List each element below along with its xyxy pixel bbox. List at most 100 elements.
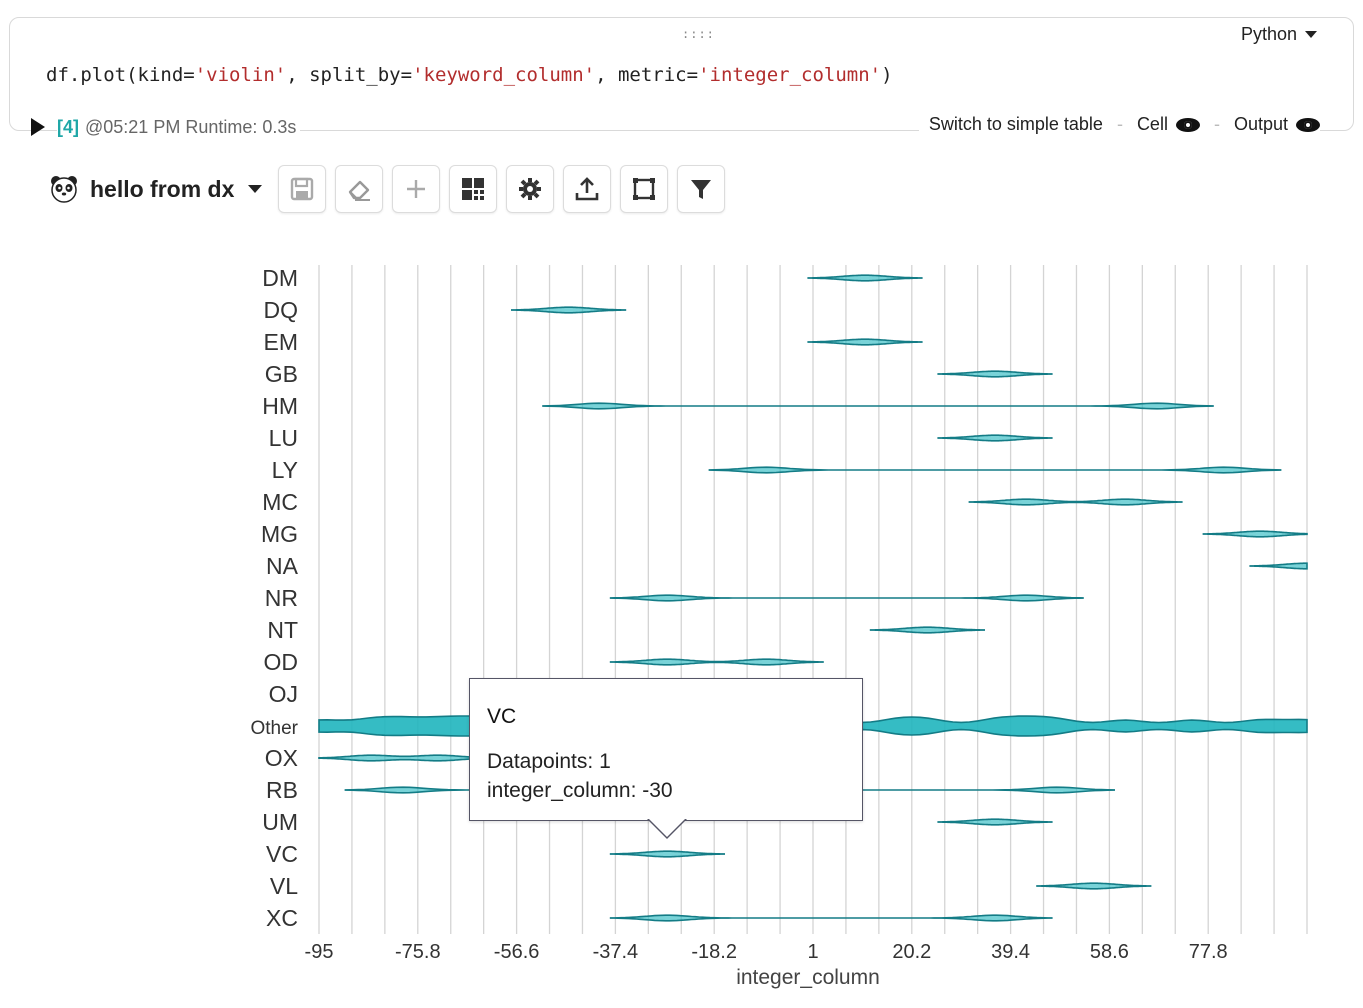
gear-icon	[519, 178, 542, 200]
violin-na	[1249, 562, 1308, 570]
cell-label: Cell	[1136, 114, 1168, 134]
output-visibility-toggle[interactable]: Output	[1234, 114, 1320, 135]
y-tick-label: NA	[266, 553, 299, 579]
save-icon	[291, 177, 314, 201]
violin-xc	[609, 914, 1053, 922]
eye-icon	[1175, 118, 1200, 133]
tooltip-datapoints: Datapoints: 1	[487, 750, 611, 773]
y-tick-label: DM	[262, 265, 298, 291]
clear-button[interactable]	[335, 165, 384, 213]
select-button[interactable]	[620, 165, 669, 213]
filter-button[interactable]	[677, 165, 726, 213]
x-tick-label: -56.6	[494, 941, 540, 963]
settings-button[interactable]	[506, 165, 555, 213]
code-string: 'keyword_column'	[412, 64, 596, 86]
y-tick-label: MG	[261, 521, 298, 547]
output-label: Output	[1233, 114, 1288, 134]
violin-mg	[1202, 530, 1308, 538]
language-label: Python	[1240, 24, 1297, 44]
violin-lu	[937, 434, 1053, 442]
execution-info: @05:21 PM Runtime: 0.3s	[85, 116, 301, 138]
code-cell[interactable]: :::: Python df.plot(kind='violin', split…	[9, 17, 1354, 131]
y-tick-label: NR	[265, 585, 298, 611]
add-button[interactable]	[392, 165, 441, 213]
eraser-icon	[349, 180, 371, 201]
x-axis-title: integer_column	[736, 966, 880, 989]
chart-tooltip: VC Datapoints: 1 integer_column: -30	[469, 678, 863, 839]
violin-gb	[937, 370, 1053, 378]
export-button[interactable]	[563, 165, 612, 213]
y-tick-label: LY	[272, 457, 298, 483]
plus-icon	[407, 180, 426, 198]
y-tick-label: LU	[269, 425, 298, 451]
dx-toolbar: hello from dx	[50, 165, 734, 213]
chevron-down-icon[interactable]	[248, 185, 263, 193]
qr-grid-icon	[462, 178, 485, 200]
violin-ly	[708, 466, 1282, 474]
tooltip-title: VC	[487, 705, 517, 728]
output-controls: Switch to simple table - Cell - Output	[918, 114, 1320, 135]
run-icon[interactable]	[31, 118, 45, 136]
x-tick-label: 77.8	[1189, 941, 1228, 963]
switch-to-simple-table-button[interactable]: Switch to simple table	[928, 114, 1103, 134]
code-string: 'violin'	[194, 64, 287, 86]
crop-icon	[633, 178, 656, 200]
y-tick-label: VC	[266, 841, 298, 867]
y-tick-label: NT	[267, 617, 298, 643]
cell-visibility-toggle[interactable]: Cell	[1137, 114, 1200, 135]
violin-dm	[807, 274, 923, 282]
x-tick-label: -18.2	[691, 941, 737, 963]
x-tick-label: 1	[807, 941, 818, 963]
y-tick-label: OD	[264, 649, 299, 675]
y-tick-label: Other	[250, 718, 298, 739]
eye-icon	[1296, 118, 1320, 133]
chevron-down-icon	[1305, 31, 1317, 38]
tooltip-metric: integer_column: -30	[487, 779, 673, 802]
x-tick-label: -37.4	[593, 941, 639, 963]
layout-button[interactable]	[449, 165, 498, 213]
separator: -	[1213, 114, 1220, 134]
y-tick-label: GB	[265, 361, 298, 387]
x-tick-label: 39.4	[991, 941, 1030, 963]
y-tick-label: OJ	[269, 681, 298, 707]
y-tick-label: DQ	[264, 297, 299, 323]
violin-vc	[609, 850, 725, 858]
violin-nt	[869, 626, 985, 634]
dataframe-title[interactable]: hello from dx	[90, 175, 235, 202]
execution-count: [4]	[57, 116, 85, 138]
y-tick-label: VL	[270, 873, 298, 899]
save-button[interactable]	[278, 165, 327, 213]
x-tick-label: 58.6	[1090, 941, 1129, 963]
cell-footer: [4] @05:21 PM Runtime: 0.3s Switch to si…	[20, 114, 1340, 140]
x-tick-label: -95	[305, 941, 334, 963]
drag-handle-icon[interactable]: ::::	[678, 27, 719, 41]
y-tick-label: XC	[266, 905, 298, 931]
code-string: 'integer_column'	[698, 64, 882, 86]
code-token: df.plot(kind=	[46, 64, 195, 86]
y-tick-label: EM	[264, 329, 299, 355]
violin-chart[interactable]: DM DQ EM GB HM LU LY MC MG NA NR NT OD OJ Other OX RB UM V…	[0, 240, 1363, 1008]
code-token: )	[881, 64, 893, 86]
y-tick-label: UM	[262, 809, 298, 835]
separator: -	[1116, 114, 1123, 134]
language-selector[interactable]: Python	[1232, 24, 1325, 45]
y-tick-label: MC	[262, 489, 298, 515]
upload-icon	[576, 177, 599, 201]
violin-dq	[511, 306, 627, 314]
code-editor[interactable]: df.plot(kind='violin', split_by='keyword…	[46, 64, 893, 86]
violin-hm	[542, 402, 1214, 410]
code-token: , split_by=	[286, 64, 413, 86]
y-tick-label: RB	[266, 777, 298, 803]
x-tick-label: 20.2	[892, 941, 931, 963]
x-tick-label: -75.8	[395, 941, 441, 963]
y-tick-label: HM	[262, 393, 298, 419]
violin-um	[937, 818, 1053, 826]
violin-nr	[609, 594, 1084, 602]
violin-od	[609, 658, 824, 666]
y-tick-label: OX	[265, 745, 298, 771]
violin-mc	[968, 498, 1183, 506]
panda-icon	[51, 176, 77, 203]
violin-vl	[1036, 882, 1152, 890]
violin-em	[807, 338, 923, 346]
code-token: , metric=	[595, 64, 699, 86]
